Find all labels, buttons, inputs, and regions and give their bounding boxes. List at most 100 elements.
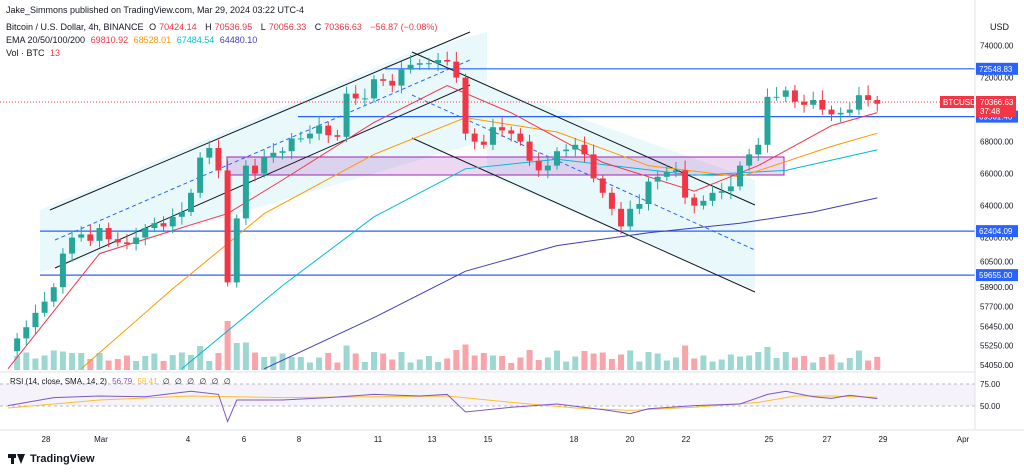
candle-body[interactable] [133, 237, 140, 244]
candle-body[interactable] [306, 133, 313, 139]
candle-body[interactable] [270, 152, 277, 158]
ascending-channel-top[interactable] [49, 31, 471, 211]
candle-body[interactable] [215, 148, 222, 171]
candle-body[interactable] [563, 149, 570, 152]
candle-body[interactable] [581, 144, 588, 155]
tradingview-footer[interactable]: TradingView [8, 453, 95, 465]
candle-body[interactable] [41, 301, 48, 313]
candle-body[interactable] [50, 287, 57, 302]
candle-body[interactable] [508, 130, 515, 134]
candle-body[interactable] [709, 192, 716, 201]
candle-body[interactable] [554, 151, 560, 166]
candle-body[interactable] [389, 80, 396, 86]
candle-body[interactable] [755, 144, 762, 155]
candle-body[interactable] [718, 191, 725, 193]
candle-body[interactable] [535, 160, 542, 171]
candle-body[interactable] [59, 253, 66, 288]
candle-body[interactable] [32, 312, 39, 328]
candle-body[interactable] [361, 98, 368, 100]
candle-body[interactable] [846, 109, 853, 113]
candle-body[interactable] [352, 93, 359, 99]
candle-body[interactable] [261, 157, 268, 174]
candle-body[interactable] [517, 133, 524, 142]
candle-body[interactable] [233, 218, 240, 283]
candle-body[interactable] [69, 237, 76, 254]
candle-body[interactable] [197, 157, 204, 193]
candle-body[interactable] [627, 208, 634, 227]
ema50-line[interactable] [80, 117, 878, 370]
candle-body[interactable] [453, 61, 460, 78]
candle-body[interactable] [672, 170, 679, 172]
candle-body[interactable] [160, 223, 167, 227]
candle-body[interactable] [782, 90, 789, 97]
candle-body[interactable] [526, 141, 533, 161]
ema20-line[interactable] [7, 85, 878, 370]
candle-body[interactable] [801, 101, 808, 105]
candle-body[interactable] [14, 338, 21, 352]
candle-body[interactable] [96, 228, 103, 241]
candle-body[interactable] [608, 192, 615, 209]
candle-body[interactable] [188, 192, 194, 212]
candle-body[interactable] [837, 112, 844, 115]
candle-body[interactable] [435, 60, 442, 64]
candle-body[interactable] [865, 95, 872, 100]
candle-body[interactable] [691, 197, 698, 206]
ema-label[interactable]: EMA 20/50/100/200 [6, 35, 86, 45]
candle-body[interactable] [737, 165, 743, 187]
candle-body[interactable] [297, 138, 304, 140]
candle-body[interactable] [682, 170, 689, 198]
candle-body[interactable] [407, 64, 414, 70]
candle-body[interactable] [590, 154, 597, 179]
candle-body[interactable] [663, 172, 670, 177]
descending-channel-bottom[interactable] [411, 137, 756, 293]
candle-body[interactable] [206, 148, 213, 158]
candle-body[interactable] [819, 100, 826, 110]
candle-body[interactable] [142, 228, 149, 238]
candle-body[interactable] [78, 234, 85, 238]
candle-body[interactable] [471, 133, 478, 142]
candle-body[interactable] [572, 144, 579, 150]
candle-body[interactable] [105, 228, 112, 240]
candle-body[interactable] [791, 90, 798, 102]
candle-body[interactable] [444, 60, 451, 62]
candle-body[interactable] [169, 216, 176, 227]
candle-body[interactable] [489, 127, 496, 145]
candle-body[interactable] [343, 93, 350, 137]
ema200-line[interactable] [263, 197, 878, 370]
candle-body[interactable] [654, 176, 661, 182]
candle-body[interactable] [544, 165, 551, 171]
ema100-line[interactable] [181, 149, 878, 370]
candle-body[interactable] [252, 165, 259, 174]
rsi-line[interactable] [7, 390, 878, 424]
candle-body[interactable] [746, 154, 753, 166]
candle-body[interactable] [178, 212, 185, 217]
candle-body[interactable] [599, 178, 606, 193]
candle-body[interactable] [499, 127, 506, 131]
candle-body[interactable] [151, 223, 158, 228]
candle-body[interactable] [618, 208, 625, 227]
symbol-name[interactable]: Bitcoin / U.S. Dollar, 4h, BINANCE [6, 22, 144, 32]
candle-body[interactable] [700, 200, 707, 206]
candle-body[interactable] [279, 151, 286, 153]
candle-body[interactable] [87, 234, 94, 241]
candle-body[interactable] [224, 170, 231, 283]
candle-body[interactable] [416, 63, 423, 65]
candle-body[interactable] [398, 69, 405, 86]
candle-body[interactable] [727, 186, 734, 192]
candle-body[interactable] [371, 79, 377, 99]
rsi-label[interactable]: RSI (14, close, SMA, 14, 2) [10, 377, 107, 386]
descending-channel-top[interactable] [411, 51, 756, 206]
candle-body[interactable] [764, 96, 771, 145]
volume-label[interactable]: Vol · BTC [6, 48, 45, 58]
candle-body[interactable] [380, 79, 387, 81]
candle-body[interactable] [480, 141, 487, 145]
candle-body[interactable] [462, 77, 469, 134]
candle-body[interactable] [425, 63, 432, 65]
candle-body[interactable] [645, 181, 652, 204]
candle-body[interactable] [636, 204, 643, 209]
candle-body[interactable] [874, 100, 881, 104]
candle-body[interactable] [334, 135, 341, 137]
candle-body[interactable] [123, 242, 130, 244]
candle-body[interactable] [325, 125, 332, 136]
